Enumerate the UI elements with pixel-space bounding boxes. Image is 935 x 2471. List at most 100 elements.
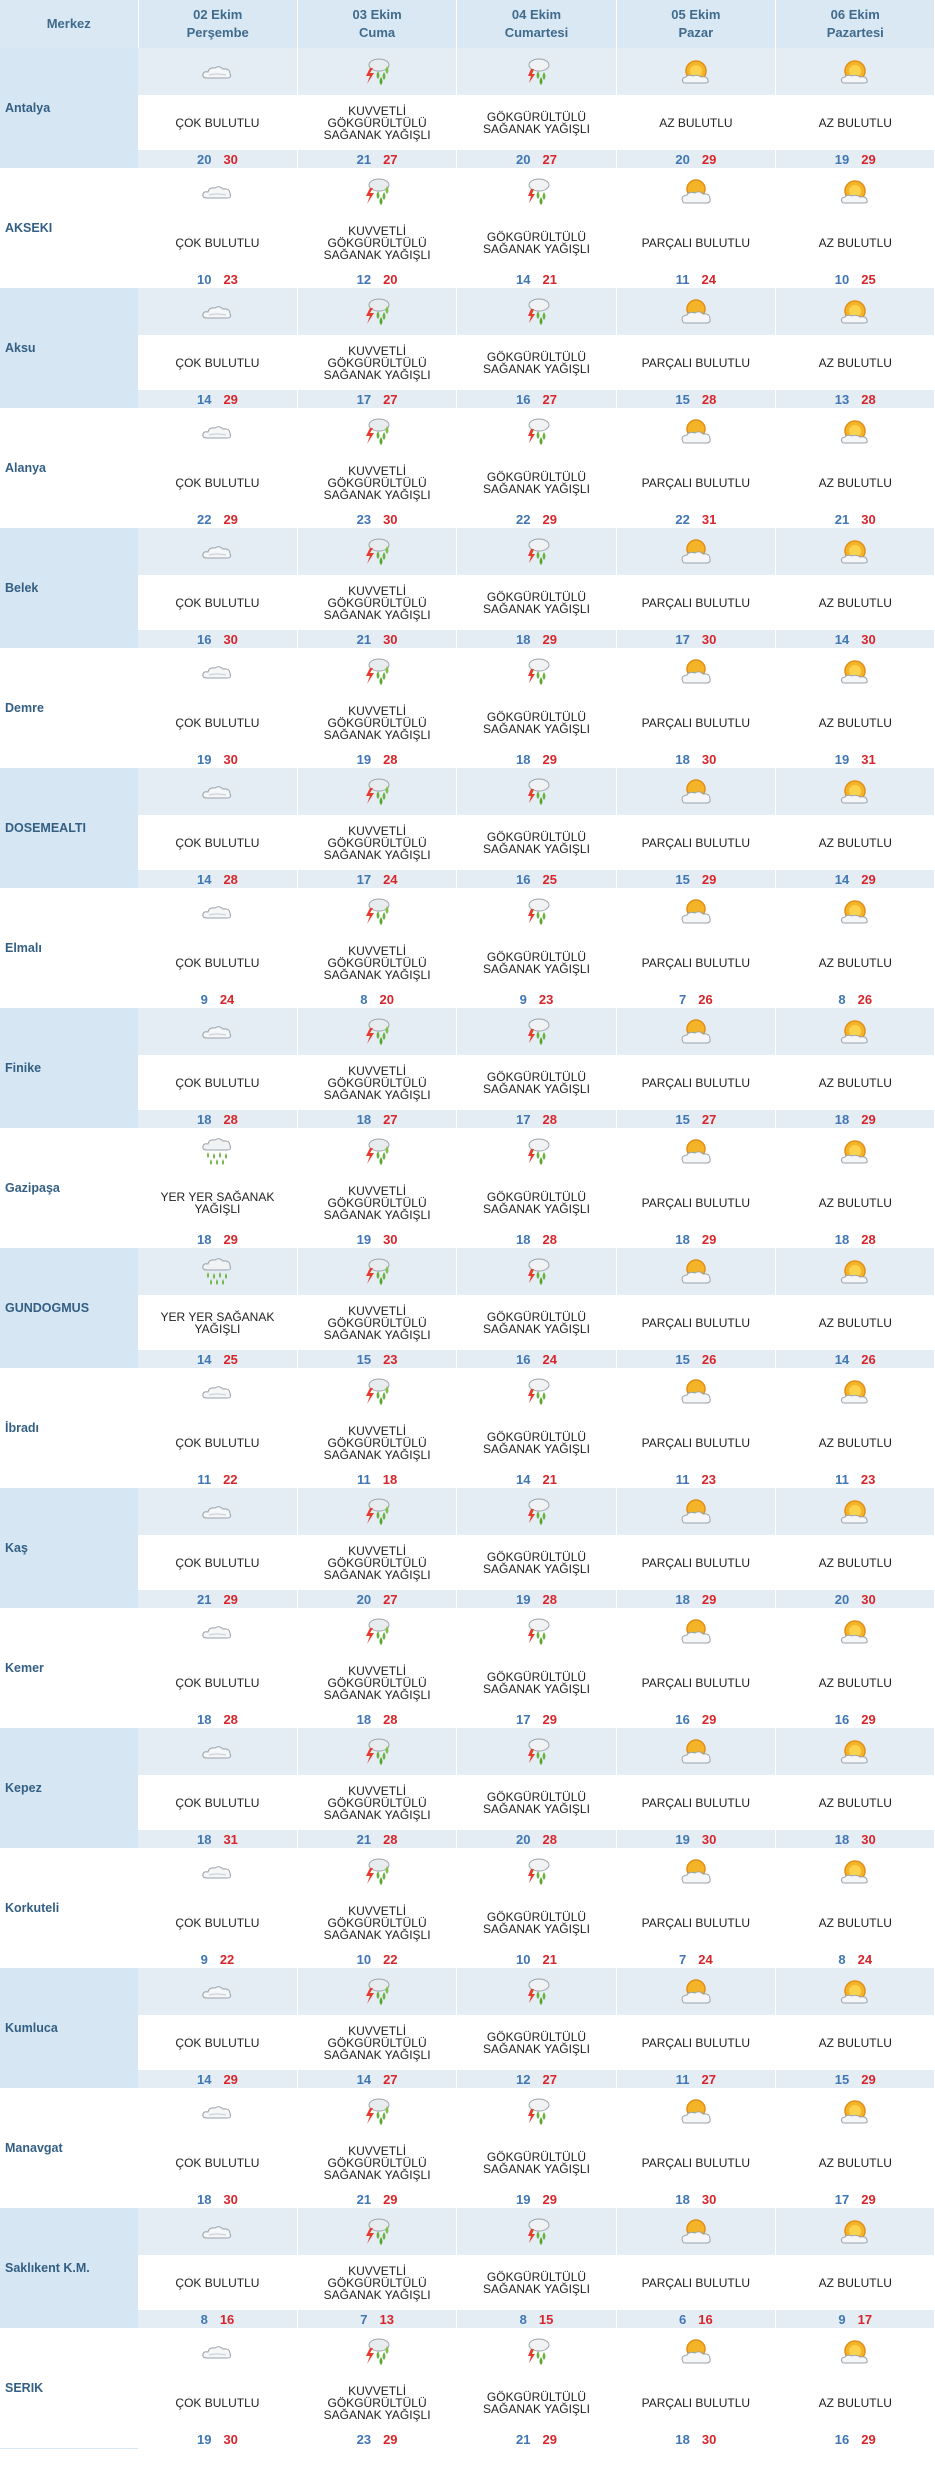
min-temp: 22 [516, 511, 531, 527]
weather-description: AZ BULUTLU [776, 455, 935, 510]
min-temp: 15 [675, 391, 690, 407]
min-temp: 14 [834, 1351, 850, 1367]
weather-description: AZ BULUTLU [776, 815, 935, 870]
thunderstorm-icon [297, 1848, 457, 1895]
city-name[interactable]: Saklıkent K.M. [0, 2208, 138, 2329]
thunderstorm-icon [297, 2208, 457, 2255]
min-temp: 14 [196, 391, 212, 407]
mostly-sunny-icon [776, 2208, 935, 2255]
temperature-range: 10 21 [457, 1950, 616, 1968]
mostly-sunny-icon [776, 2328, 935, 2375]
min-temp: 18 [516, 1231, 531, 1247]
max-temp: 29 [223, 391, 238, 407]
city-name[interactable]: AKSEKI [0, 168, 138, 289]
max-temp: 13 [379, 2311, 394, 2327]
max-temp: 16 [698, 2311, 713, 2327]
weather-description: KUVVETLİ GÖKGÜRÜLTÜLÜ SAĞANAK YAĞIŞLI [297, 1055, 457, 1110]
max-temp: 22 [219, 1951, 235, 1967]
city-name[interactable]: Manavgat [0, 2088, 138, 2209]
max-temp: 24 [857, 1951, 873, 1967]
max-temp: 25 [861, 271, 876, 287]
city-name[interactable]: Korkuteli [0, 1848, 138, 1969]
min-temp: 19 [675, 1831, 690, 1847]
day-forecast: KUVVETLİ GÖKGÜRÜLTÜLÜ SAĞANAK YAĞIŞLI 12 2… [297, 168, 458, 288]
city-name[interactable]: GUNDOGMUS [0, 1248, 138, 1369]
city-name[interactable]: Kepez [0, 1728, 138, 1849]
max-temp: 29 [542, 2431, 557, 2447]
cloudy-icon [138, 2088, 297, 2135]
max-temp: 29 [861, 1711, 876, 1727]
weather-description: AZ BULUTLU [776, 1295, 935, 1350]
cloudy-icon [138, 48, 297, 95]
weather-description: ÇOK BULUTLU [138, 695, 297, 750]
day-forecast: AZ BULUTLU 9 17 [775, 2208, 935, 2328]
day-forecast: AZ BULUTLU 16 29 [775, 2328, 935, 2448]
city-name[interactable]: Demre [0, 648, 138, 769]
max-temp: 20 [379, 991, 394, 1007]
city-name[interactable]: Finike [0, 1008, 138, 1129]
min-temp: 9 [200, 991, 208, 1007]
city-name[interactable]: Elmalı [0, 888, 138, 1009]
thunderstorm-icon [297, 888, 457, 935]
city-name[interactable]: Aksu [0, 288, 138, 409]
day-forecast: PARÇALI BULUTLU 11 24 [616, 168, 777, 288]
temperature-range: 18 29 [776, 1110, 935, 1128]
temperature-range: 7 26 [616, 990, 776, 1008]
max-temp: 26 [857, 991, 873, 1007]
max-temp: 31 [223, 1831, 238, 1847]
city-name[interactable]: Kaş [0, 1488, 138, 1609]
city-name[interactable]: Kumluca [0, 1968, 138, 2089]
day-forecast: PARÇALI BULUTLU 7 24 [616, 1848, 777, 1968]
day-forecast: GÖKGÜRÜLTÜLÜ SAĞANAK YAĞIŞLI 17 28 [456, 1008, 617, 1128]
city-name[interactable]: İbradı [0, 1368, 138, 1489]
min-temp: 19 [834, 151, 850, 167]
temperature-range: 15 29 [616, 870, 776, 888]
min-temp: 16 [834, 2431, 850, 2447]
temperature-range: 18 29 [616, 1230, 776, 1248]
min-temp: 17 [834, 2191, 850, 2207]
thunder-shower-icon [457, 528, 616, 575]
mostly-sunny-icon [776, 768, 935, 815]
day-forecast: KUVVETLİ GÖKGÜRÜLTÜLÜ SAĞANAK YAĞIŞLI 18 2… [297, 1008, 458, 1128]
city-name[interactable]: Alanya [0, 408, 138, 529]
day-forecast: GÖKGÜRÜLTÜLÜ SAĞANAK YAĞIŞLI 10 21 [456, 1848, 617, 1968]
temperature-range: 18 30 [616, 2190, 776, 2208]
max-temp: 29 [542, 1711, 557, 1727]
max-temp: 28 [383, 751, 398, 767]
mostly-sunny-icon [776, 48, 935, 95]
day-forecast: ÇOK BULUTLU 20 30 [138, 48, 298, 168]
min-temp: 11 [675, 1471, 690, 1487]
temperature-range: 20 29 [616, 150, 776, 168]
max-temp: 24 [698, 1951, 713, 1967]
cloudy-icon [138, 1848, 297, 1895]
city-name[interactable]: Antalya [0, 48, 138, 169]
day-forecast: GÖKGÜRÜLTÜLÜ SAĞANAK YAĞIŞLI 9 23 [456, 888, 617, 1008]
city-name[interactable]: SERIK [0, 2328, 138, 2449]
temperature-range: 18 28 [138, 1710, 297, 1728]
temperature-range: 21 30 [297, 630, 457, 648]
day-forecast: PARÇALI BULUTLU 11 27 [616, 1968, 777, 2088]
weather-description: KUVVETLİ GÖKGÜRÜLTÜLÜ SAĞANAK YAĞIŞLI [297, 575, 457, 630]
city-name[interactable]: Kemer [0, 1608, 138, 1729]
min-temp: 12 [516, 2071, 531, 2087]
city-name[interactable]: Gazipaşa [0, 1128, 138, 1249]
day-forecast: YER YER SAĞANAK YAĞIŞLI 14 25 [138, 1248, 298, 1368]
min-temp: 15 [675, 1351, 690, 1367]
weather-description: ÇOK BULUTLU [138, 1535, 297, 1590]
temperature-range: 17 29 [776, 2190, 935, 2208]
city-name[interactable]: Belek [0, 528, 138, 649]
mostly-sunny-icon [776, 1968, 935, 2015]
max-temp: 27 [383, 151, 398, 167]
min-temp: 19 [196, 751, 212, 767]
thunderstorm-icon [297, 1608, 457, 1655]
temperature-range: 14 25 [138, 1350, 297, 1368]
max-temp: 28 [542, 1831, 557, 1847]
temperature-range: 18 29 [616, 1590, 776, 1608]
min-temp: 19 [516, 1591, 531, 1607]
temperature-range: 12 20 [297, 270, 457, 288]
max-temp: 30 [383, 511, 398, 527]
city-name[interactable]: DOSEMEALTI [0, 768, 138, 889]
thunderstorm-icon [297, 1488, 457, 1535]
partly-cloudy-icon [616, 1728, 776, 1775]
day-forecast: PARÇALI BULUTLU 22 31 [616, 408, 777, 528]
